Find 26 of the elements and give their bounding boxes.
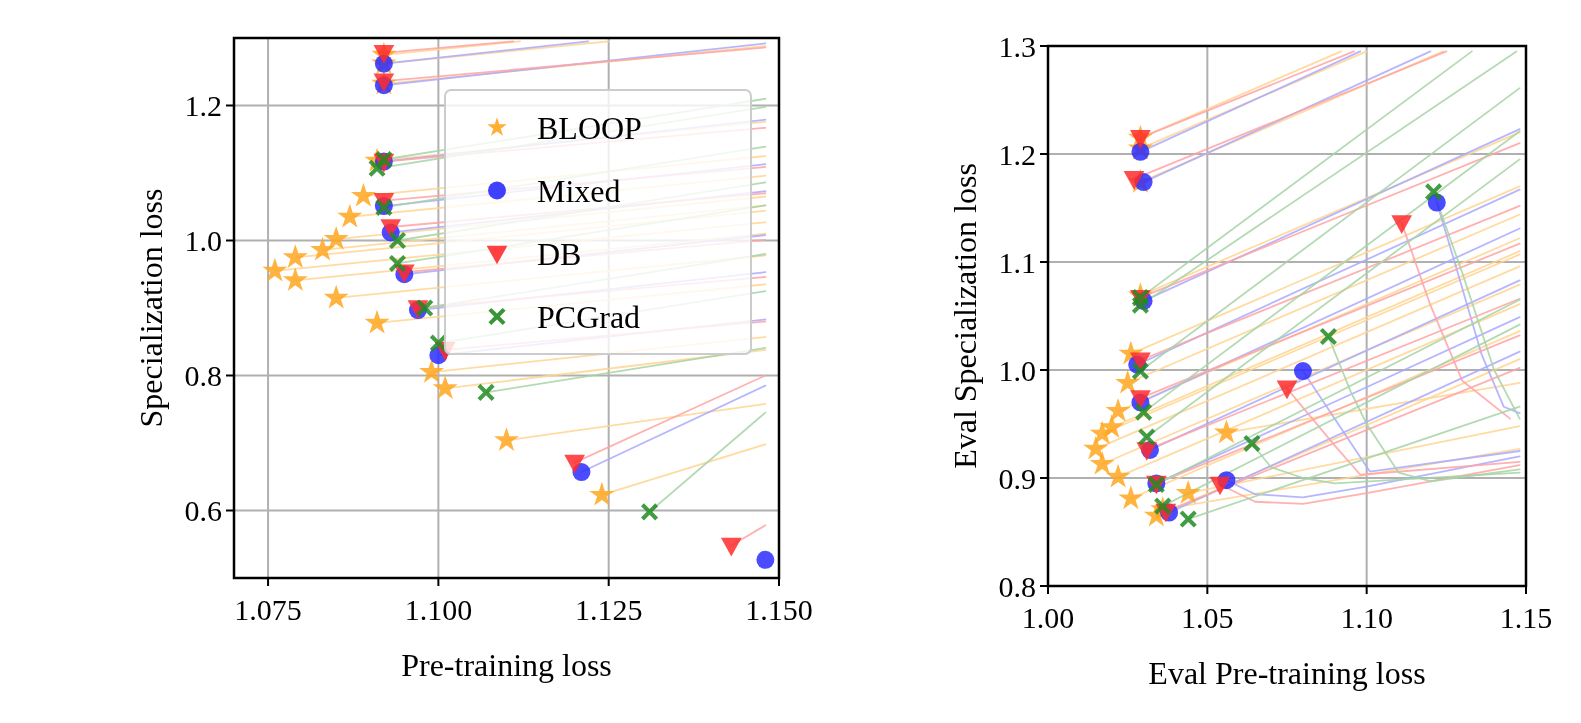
y-axis-title: Specialization loss	[133, 188, 169, 428]
y-tick-label: 1.0	[998, 353, 1036, 387]
legend-label: Mixed	[537, 172, 621, 209]
y-tick-label: 1.2	[998, 137, 1036, 171]
y-tick-label: 1.3	[998, 29, 1036, 63]
x-tick-label: 1.10	[1340, 601, 1393, 634]
y-tick-label: 0.8	[998, 569, 1036, 603]
x-axis-title: Pre-training loss	[401, 647, 612, 683]
y-tick-label: 1.1	[998, 245, 1036, 279]
y-tick-label: 1.0	[184, 224, 222, 257]
x-tick-label: 1.00	[1021, 601, 1075, 634]
x-tick-label: 1.150	[745, 593, 813, 626]
y-tick-label: 0.6	[184, 494, 222, 527]
x-tick-label: 1.100	[404, 593, 473, 626]
legend-label: BLOOP	[537, 109, 642, 146]
legend-label: PCGrad	[537, 298, 641, 335]
y-tick-label: 0.8	[184, 359, 222, 392]
x-tick-label: 1.05	[1181, 601, 1234, 634]
y-tick-label: 1.2	[184, 89, 222, 122]
x-tick-label: 1.15	[1499, 601, 1553, 634]
x-tick-label: 1.075	[234, 593, 302, 626]
y-axis-title: Eval Specialization loss	[947, 163, 983, 469]
x-tick-label: 1.125	[574, 593, 643, 626]
x-axis-title: Eval Pre-training loss	[1148, 655, 1426, 691]
legend-label: DB	[537, 235, 582, 272]
y-tick-label: 0.9	[998, 461, 1036, 495]
